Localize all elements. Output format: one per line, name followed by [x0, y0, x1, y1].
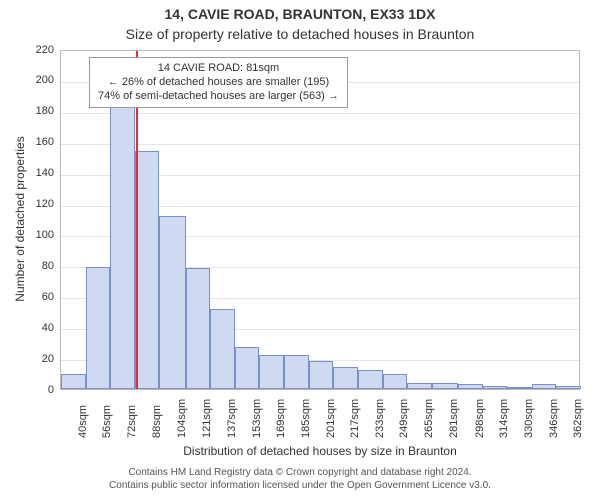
x-tick-label: 40sqm — [77, 405, 89, 438]
x-tick-label: 88sqm — [151, 405, 163, 438]
gridline — [61, 144, 579, 145]
y-tick-label: 100 — [20, 229, 54, 241]
histogram-bar — [333, 367, 358, 389]
y-tick-label: 120 — [20, 198, 54, 210]
x-tick-label: 104sqm — [176, 399, 188, 438]
annotation-line: ← 26% of detached houses are smaller (19… — [98, 76, 339, 90]
histogram-bar — [383, 374, 408, 389]
y-tick-label: 180 — [20, 105, 54, 117]
x-tick-label: 153sqm — [251, 399, 263, 438]
y-tick-label: 60 — [20, 291, 54, 303]
x-tick-label: 233sqm — [374, 399, 386, 438]
y-tick-label: 200 — [20, 74, 54, 86]
y-tick-label: 20 — [20, 353, 54, 365]
x-tick-label: 72sqm — [126, 405, 138, 438]
x-tick-label: 137sqm — [226, 399, 238, 438]
histogram-bar — [110, 106, 135, 389]
x-axis-title: Distribution of detached houses by size … — [60, 444, 580, 458]
y-axis-title: Number of detached properties — [13, 119, 27, 319]
annotation-line: 14 CAVIE ROAD: 81sqm — [98, 62, 339, 76]
histogram-bar — [186, 268, 211, 389]
x-tick-label: 265sqm — [423, 399, 435, 438]
histogram-bar — [210, 309, 235, 389]
histogram-plot: 14 CAVIE ROAD: 81sqm← 26% of detached ho… — [60, 50, 580, 390]
x-tick-label: 281sqm — [448, 399, 460, 438]
x-tick-label: 362sqm — [572, 399, 584, 438]
histogram-bar — [309, 361, 334, 389]
histogram-bar — [259, 355, 284, 389]
histogram-bar — [432, 383, 458, 389]
y-tick-label: 160 — [20, 136, 54, 148]
histogram-bar — [532, 384, 557, 389]
footnote: Contains HM Land Registry data © Crown c… — [0, 466, 600, 492]
page-title: 14, CAVIE ROAD, BRAUNTON, EX33 1DX — [0, 6, 600, 22]
x-tick-label: 185sqm — [300, 399, 312, 438]
histogram-bar — [358, 370, 383, 389]
histogram-bar — [556, 386, 581, 389]
x-tick-label: 121sqm — [201, 399, 213, 438]
y-tick-label: 0 — [20, 384, 54, 396]
page-subtitle: Size of property relative to detached ho… — [0, 26, 600, 42]
x-tick-label: 201sqm — [325, 399, 337, 438]
footnote-line2: Contains public sector information licen… — [109, 480, 491, 491]
y-tick-label: 140 — [20, 167, 54, 179]
x-tick-label: 298sqm — [474, 399, 486, 438]
histogram-bar — [86, 267, 111, 389]
y-tick-label: 80 — [20, 260, 54, 272]
x-tick-label: 330sqm — [523, 399, 535, 438]
x-tick-label: 217sqm — [349, 399, 361, 438]
histogram-bar — [458, 384, 483, 389]
annotation-box: 14 CAVIE ROAD: 81sqm← 26% of detached ho… — [89, 57, 348, 108]
histogram-bar — [159, 216, 185, 389]
footnote-line1: Contains HM Land Registry data © Crown c… — [128, 467, 471, 478]
histogram-bar — [284, 355, 309, 389]
histogram-bar — [483, 386, 508, 389]
y-tick-label: 40 — [20, 322, 54, 334]
chart-container: { "title_line1": "14, CAVIE ROAD, BRAUNT… — [0, 0, 600, 500]
x-tick-label: 56sqm — [101, 405, 113, 438]
gridline — [61, 113, 579, 114]
histogram-bar — [135, 151, 160, 389]
x-tick-label: 169sqm — [275, 399, 287, 438]
annotation-line: 74% of semi-detached houses are larger (… — [98, 90, 339, 104]
histogram-bar — [407, 383, 432, 389]
histogram-bar — [61, 374, 86, 389]
x-tick-label: 249sqm — [398, 399, 410, 438]
x-tick-label: 314sqm — [498, 399, 510, 438]
histogram-bar — [507, 387, 532, 389]
x-tick-label: 346sqm — [548, 399, 560, 438]
histogram-bar — [235, 347, 260, 389]
y-tick-label: 220 — [20, 44, 54, 56]
